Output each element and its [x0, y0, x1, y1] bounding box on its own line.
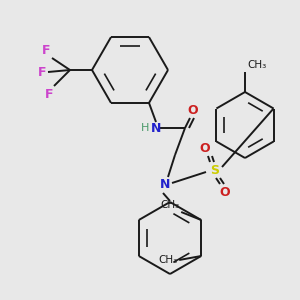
- Text: CH₃: CH₃: [160, 200, 179, 210]
- Text: O: O: [220, 185, 230, 199]
- Text: F: F: [44, 88, 53, 101]
- Text: F: F: [41, 44, 50, 57]
- Text: O: O: [188, 103, 198, 116]
- Text: F: F: [38, 65, 46, 79]
- Text: H: H: [141, 123, 149, 133]
- Text: CH₃: CH₃: [158, 255, 177, 265]
- Text: N: N: [160, 178, 170, 191]
- Text: CH₃: CH₃: [247, 60, 266, 70]
- Text: N: N: [151, 122, 161, 134]
- Text: O: O: [200, 142, 210, 154]
- Text: S: S: [211, 164, 220, 176]
